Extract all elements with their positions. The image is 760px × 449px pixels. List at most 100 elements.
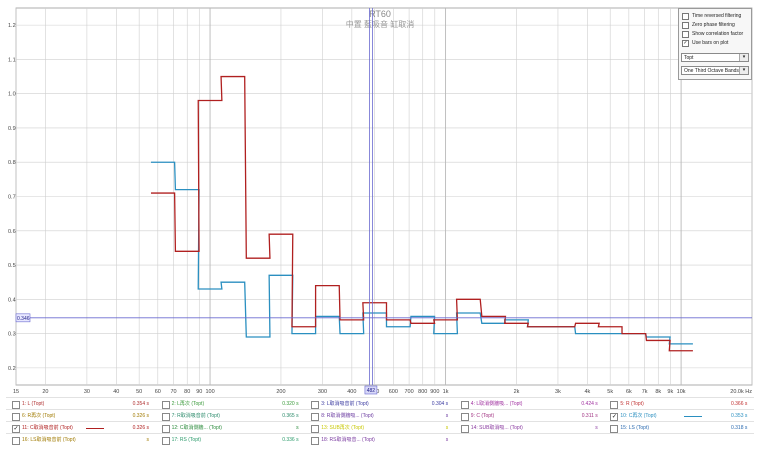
legend-checkbox[interactable] [161, 401, 170, 409]
legend-checkbox[interactable] [12, 437, 20, 445]
y-tick-label: 0.6 [8, 229, 16, 235]
legend-checkbox[interactable] [610, 425, 619, 433]
plot-controls-panel: Time reversed filtering Zero phase filte… [678, 8, 752, 80]
x-tick-label: 7k [642, 389, 648, 395]
rt60-chart[interactable]: 0.2 0.3 0.4 0.5 0.6 0.7 0.8 0.9 1.0 1.1 1.2 15 20 30 4… [0, 0, 760, 395]
legend-item[interactable]: 12: C取消側牆... (Topt) s [156, 422, 305, 434]
chevron-down-icon[interactable]: ▾ [739, 67, 748, 74]
x-tick-label: 4k [584, 389, 590, 395]
legend-item-value: 0.326 s [132, 413, 149, 419]
legend-item-label: 7: R取消吸音前 (Topt) [171, 413, 220, 419]
metric-select[interactable]: Topt ▾ [681, 53, 749, 62]
x-tick-label: 90 [196, 389, 202, 395]
legend-item[interactable]: ✓ 10: C再次 (Topt) 0.353 s [604, 410, 753, 422]
legend-checkbox[interactable] [460, 425, 469, 433]
legend-checkbox[interactable] [311, 413, 320, 421]
x-tick-label: 9k [667, 389, 673, 395]
legend-item-label: 17: RS (Topt) [171, 437, 202, 443]
legend-item-value: 0.320 s [282, 401, 299, 407]
legend-checkbox[interactable] [161, 413, 170, 421]
x-tick-label: 600 [389, 389, 398, 395]
legend-checkbox[interactable] [12, 401, 20, 409]
legend-item[interactable]: 13: SUB再次 (Topt) s [305, 422, 454, 434]
x-tick-label: 1k [443, 389, 449, 395]
x-tick-label: 700 [404, 389, 413, 395]
legend-item[interactable]: 3: L取消吸音前 (Topt) 0.304 s [305, 398, 454, 410]
y-tick-label: 1.1 [8, 57, 16, 63]
measurement-legend: 1: L (Topt) 0.354 s 2: L再次 (Topt) 0.320 s 3:… [6, 395, 754, 447]
zero-phase-checkbox[interactable] [682, 21, 689, 29]
legend-checkbox[interactable] [12, 413, 20, 421]
legend-item[interactable]: 4: L取消側牆吸... (Topt) 0.424 s [455, 398, 604, 410]
cursor-value-label: 0.346 [17, 316, 30, 322]
chevron-down-icon[interactable]: ▾ [739, 54, 748, 61]
x-tick-label: 8k [655, 389, 661, 395]
legend-item[interactable]: ✓ 11: C取消吸音前 (Topt) 0.326 s [6, 422, 155, 434]
cursor-freq-label: 482 [367, 388, 376, 394]
correlation-checkbox[interactable] [682, 30, 689, 38]
legend-item[interactable]: 6: R再次 (Topt) 0.326 s [6, 410, 155, 422]
legend-checkbox[interactable] [161, 437, 170, 445]
legend-checkbox[interactable] [311, 437, 320, 445]
y-tick-label: 1.0 [8, 92, 16, 98]
legend-checkbox[interactable] [311, 401, 320, 409]
legend-item[interactable]: 17: RS (Topt) 0.336 s [156, 434, 305, 446]
x-tick-label: 6k [626, 389, 632, 395]
legend-item[interactable]: 1: L (Topt) 0.354 s [6, 398, 155, 410]
x-tick-label: 10k [677, 389, 686, 395]
legend-item-value: 0.336 s [282, 437, 299, 443]
legend-color-swatch [684, 416, 703, 417]
y-tick-label: 0.8 [8, 160, 16, 166]
x-tick-label: 30 [84, 389, 90, 395]
use-bars-option[interactable]: ✓ Use bars on plot [682, 39, 728, 47]
y-tick-label: 0.3 [8, 332, 16, 338]
band-select[interactable]: One Third Octave Bands ▾ [681, 66, 749, 75]
legend-item-value: 0.353 s [730, 413, 748, 419]
legend-checkbox[interactable] [161, 425, 170, 433]
legend-item-label: 5: R (Topt) [620, 401, 644, 407]
legend-item-value: 0.318 s [730, 425, 748, 431]
x-tick-label: 80 [184, 389, 190, 395]
time-reversed-checkbox[interactable] [682, 12, 689, 20]
time-reversed-option[interactable]: Time reversed filtering [682, 12, 741, 20]
legend-item[interactable]: 7: R取消吸音前 (Topt) 0.365 s [156, 410, 305, 422]
x-tick-label: 5k [607, 389, 613, 395]
rt60-plot-area[interactable]: 0.2 0.3 0.4 0.5 0.6 0.7 0.8 0.9 1.0 1.1 1.2 15 20 30 4… [0, 0, 760, 395]
legend-item-label: 13: SUB再次 (Topt) [321, 425, 364, 431]
x-tick-label: 60 [155, 389, 161, 395]
legend-item[interactable]: 9: C (Topt) 0.311 s [455, 410, 604, 422]
x-tick-label: 800 [418, 389, 427, 395]
y-tick-label: 0.9 [8, 126, 16, 132]
legend-checkbox[interactable] [610, 401, 619, 409]
legend-item[interactable]: 14: SUB取消吸... (Topt) s [455, 422, 604, 434]
legend-item-label: 14: SUB取消吸... (Topt) [470, 425, 523, 431]
legend-checkbox[interactable] [311, 425, 320, 433]
use-bars-checkbox[interactable]: ✓ [682, 39, 689, 47]
legend-item[interactable]: 5: R (Topt) 0.366 s [604, 398, 753, 410]
legend-item-label: 4: L取消側牆吸... (Topt) [470, 401, 523, 407]
legend-item[interactable]: 8: R取消側牆吸... (Topt) s [305, 410, 454, 422]
legend-item[interactable]: 16: LS取消吸音前 (Topt) s [6, 434, 155, 446]
use-bars-label: Use bars on plot [692, 40, 729, 46]
legend-item-label: 6: R再次 (Topt) [22, 413, 56, 419]
legend-item-value: s [445, 413, 449, 419]
legend-item[interactable]: 18: RS取消吸音... (Topt) s [305, 434, 454, 446]
x-tick-label: 70 [171, 389, 177, 395]
legend-checkbox[interactable] [460, 413, 469, 421]
series-line [150, 75, 693, 352]
legend-item-label: 8: R取消側牆吸... (Topt) [321, 413, 374, 419]
legend-row: ✓ 11: C取消吸音前 (Topt) 0.326 s 12: C取消側牆... (T… [6, 421, 754, 434]
chart-subtitle: 中置 藍吸音 缸取消 [346, 19, 414, 29]
legend-item-value: 0.311 s [581, 413, 598, 419]
legend-checkbox[interactable]: ✓ [610, 413, 619, 421]
correlation-option[interactable]: Show correlation factor [682, 30, 743, 38]
legend-item-label: 12: C取消側牆... (Topt) [171, 425, 222, 431]
legend-item-value: s [146, 437, 150, 443]
zero-phase-option[interactable]: Zero phase filtering [682, 21, 735, 29]
legend-checkbox[interactable] [460, 401, 469, 409]
legend-item[interactable]: 2: L再次 (Topt) 0.320 s [156, 398, 305, 410]
legend-item-label: 11: C取消吸音前 (Topt) [22, 425, 73, 431]
legend-checkbox[interactable]: ✓ [12, 425, 20, 433]
x-tick-label: 40 [113, 389, 119, 395]
legend-item[interactable]: 15: LS (Topt) 0.318 s [604, 422, 753, 434]
